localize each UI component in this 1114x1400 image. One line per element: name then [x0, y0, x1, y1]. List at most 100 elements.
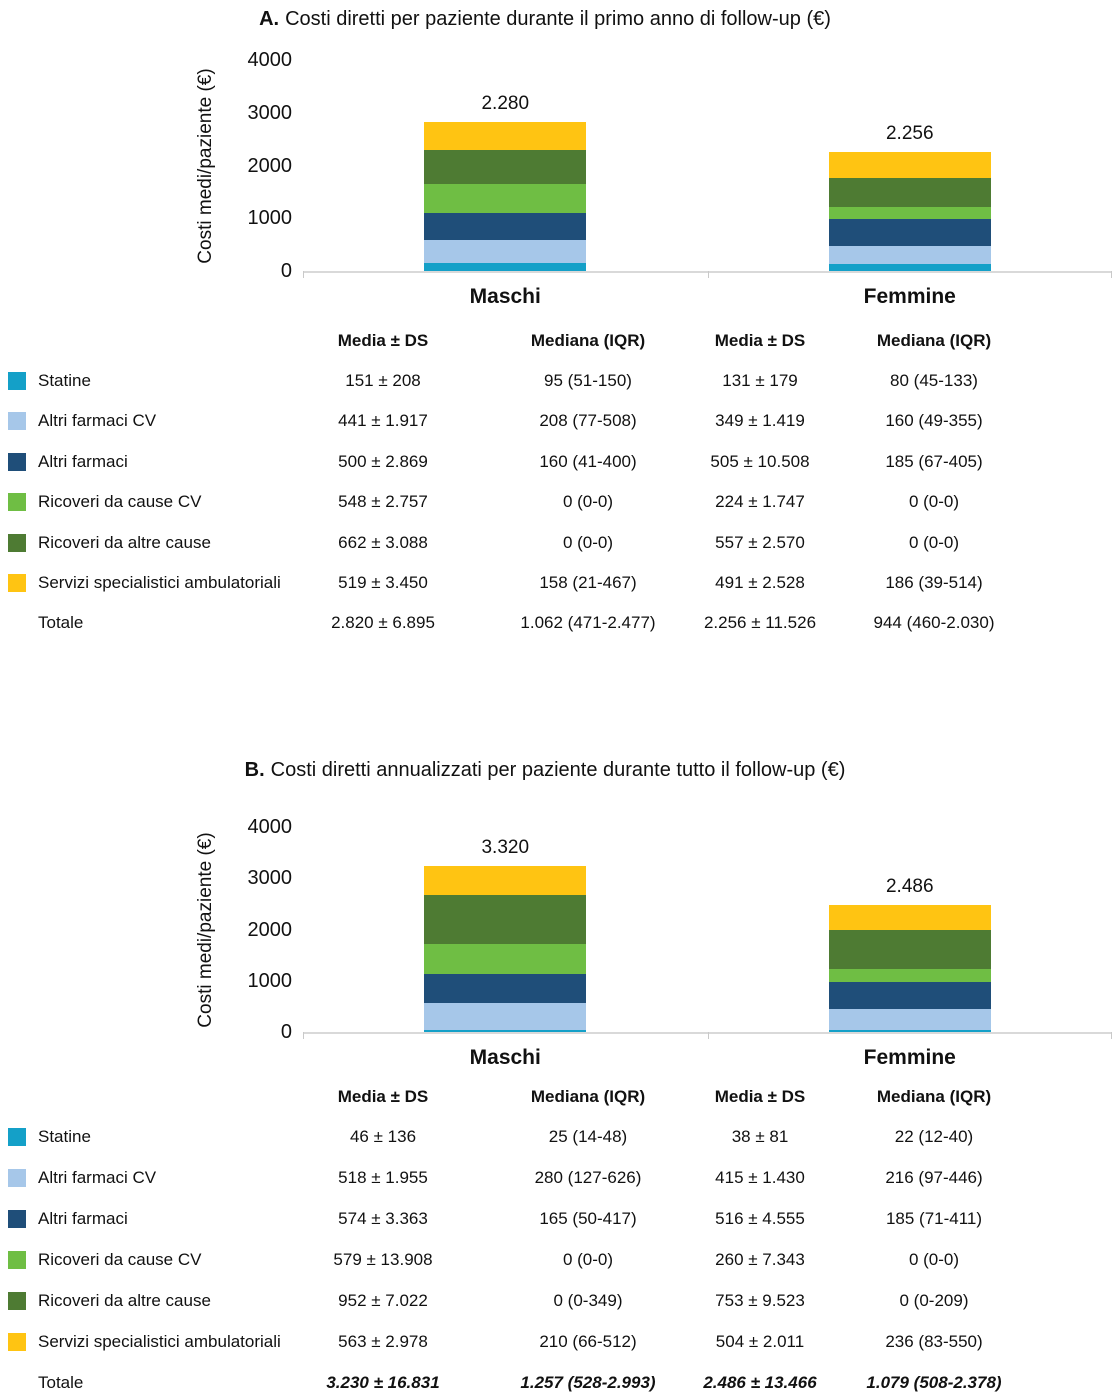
- x-axis-tick-mark: [707, 271, 709, 278]
- x-category-label-maschi: Maschi: [469, 1046, 541, 1069]
- table-cell: 0 (0-209): [899, 1291, 969, 1310]
- legend-swatch-ricoveri-da-altre-cause: [8, 1292, 26, 1310]
- table-cell: 260 ± 7.343: [715, 1250, 805, 1269]
- bar-segment-altri-farmaci-cv-femmine: [828, 245, 991, 265]
- bar-segment-altri-farmaci-cv-femmine: [828, 1008, 991, 1031]
- table-cell: 574 ± 3.363: [338, 1209, 428, 1228]
- bar-segment-altri-farmaci-maschi: [424, 213, 587, 240]
- table-cell: 1.079 (508-2.378): [866, 1373, 1002, 1392]
- x-axis-tick-mark: [303, 271, 304, 278]
- row-label-altri-farmaci: Altri farmaci: [38, 451, 128, 471]
- table-cell: 952 ± 7.022: [338, 1291, 428, 1310]
- y-axis-tick-label: 3000: [247, 867, 293, 890]
- x-axis-tick-mark: [707, 1032, 709, 1039]
- row-label-altri-farmaci-cv: Altri farmaci CV: [38, 1168, 157, 1187]
- table-cell: 1.062 (471-2.477): [520, 613, 656, 633]
- bar-segment-ricoveri-da-cause-cv-maschi: [424, 184, 587, 214]
- table-cell: 208 (77-508): [539, 411, 637, 431]
- legend-swatch-ricoveri-da-altre-cause: [8, 533, 26, 552]
- row-label-statine: Statine: [38, 371, 91, 390]
- table-cell: 236 (83-550): [885, 1332, 983, 1351]
- y-axis-tick-label: 0: [280, 1021, 292, 1043]
- table-cell: 158 (21-467): [539, 573, 637, 592]
- x-category-label-maschi: Maschi: [469, 285, 541, 308]
- row-label-ricoveri-da-altre-cause: Ricoveri da altre cause: [38, 1291, 211, 1310]
- bar-segment-ricoveri-da-cause-cv-maschi: [424, 944, 587, 974]
- table-cell: 2.486 ± 13.466: [703, 1373, 817, 1392]
- table-cell: 185 (67-405): [885, 451, 983, 471]
- table-cell: 500 ± 2.869: [338, 451, 428, 471]
- table-cell: 505 ± 10.508: [710, 451, 810, 471]
- row-label-ricoveri-da-altre-cause: Ricoveri da altre cause: [38, 532, 211, 552]
- column-header: Media ± DS: [337, 1087, 429, 1106]
- table-cell: 160 (49-355): [885, 411, 983, 431]
- bar-segment-servizi-specialistici-ambulatoriali-femmine: [828, 904, 991, 931]
- table-cell: 0 (0-0): [562, 1250, 614, 1269]
- table-cell: 46 ± 136: [349, 1127, 417, 1146]
- row-label-altri-farmaci: Altri farmaci: [38, 1209, 128, 1228]
- table-cell: 516 ± 4.555: [715, 1209, 805, 1228]
- legend-swatch-ricoveri-da-cause-cv: [8, 1251, 26, 1269]
- y-axis-tick-label: 1000: [247, 207, 293, 230]
- column-header: Media ± DS: [714, 1087, 806, 1106]
- y-axis-tick-label: 4000: [247, 49, 293, 71]
- table-cell: 80 (45-133): [890, 371, 978, 390]
- legend-swatch-ricoveri-da-cause-cv: [8, 493, 26, 512]
- panel-b-title: B. Costi diretti annualizzati per pazient…: [0, 757, 1090, 783]
- panel-a-letter: A.: [259, 8, 280, 30]
- bar-segment-altri-farmaci-cv-maschi: [424, 1003, 587, 1030]
- panel-a-title: A. Costi diretti per paziente durante il …: [0, 6, 1090, 32]
- row-label-servizi-specialistici-ambulatoriali: Servizi specialistici ambulatoriali: [38, 573, 281, 592]
- bar-segment-ricoveri-da-cause-cv-femmine: [828, 969, 991, 983]
- bar-segment-statine-maschi: [424, 1029, 587, 1032]
- legend-swatch-altri-farmaci: [8, 452, 26, 471]
- panel-b-title-text: Costi diretti annualizzati per paziente …: [270, 759, 846, 781]
- bar-segment-servizi-specialistici-ambulatoriali-maschi: [424, 866, 587, 896]
- table-cell: 151 ± 208: [345, 371, 421, 390]
- column-header: Mediana (IQR): [530, 1087, 646, 1106]
- table-cell: 95 (51-150): [544, 371, 632, 390]
- legend-swatch-servizi-specialistici-ambulatoriali: [8, 1333, 26, 1351]
- bar-segment-ricoveri-da-cause-cv-femmine: [828, 207, 991, 220]
- table-cell: 548 ± 2.757: [338, 492, 428, 512]
- table-cell: 22 (12-40): [894, 1127, 974, 1146]
- panel-a-title-text: Costi diretti per paziente durante il pr…: [285, 8, 831, 30]
- table-cell: 0 (0-0): [908, 532, 960, 552]
- table-cell: 185 (71-411): [885, 1209, 983, 1228]
- column-header: Media ± DS: [714, 331, 806, 350]
- row-label-ricoveri-da-cause-cv: Ricoveri da cause CV: [38, 1250, 202, 1269]
- table-cell: 504 ± 2.011: [715, 1332, 805, 1351]
- table-cell: 131 ± 179: [722, 371, 798, 390]
- table-cell: 2.256 ± 11.526: [703, 613, 817, 633]
- bar-segment-altri-farmaci-maschi: [424, 973, 587, 1004]
- table-cell: 165 (50-417): [539, 1209, 637, 1228]
- table-cell: 186 (39-514): [885, 573, 983, 592]
- y-axis-tick-label: 2000: [247, 918, 293, 941]
- bar-segment-ricoveri-da-altre-cause-femmine: [828, 930, 991, 969]
- table-cell: 3.230 ± 16.831: [326, 1373, 440, 1392]
- x-axis-tick-mark: [303, 1032, 304, 1039]
- table-cell: 280 (127-626): [534, 1168, 642, 1187]
- row-label-statine: Statine: [38, 1127, 91, 1146]
- table-cell: 160 (41-400): [539, 451, 637, 471]
- bar-segment-altri-farmaci-cv-maschi: [424, 239, 587, 264]
- x-axis-tick-mark: [1111, 1032, 1112, 1039]
- panel-b-letter: B.: [244, 759, 265, 781]
- y-axis-tick-label: 2000: [247, 154, 293, 177]
- bar-segment-altri-farmaci-femmine: [828, 982, 991, 1009]
- row-label-ricoveri-da-cause-cv: Ricoveri da cause CV: [38, 492, 202, 512]
- table-cell: 579 ± 13.908: [333, 1250, 433, 1269]
- table-cell: 518 ± 1.955: [338, 1168, 428, 1187]
- legend-swatch-statine: [8, 372, 26, 390]
- legend-swatch-statine: [8, 1128, 26, 1146]
- x-category-label-femmine: Femmine: [863, 285, 956, 308]
- row-label-totale: Totale: [38, 613, 84, 633]
- table-cell: 415 ± 1.430: [715, 1168, 805, 1187]
- table-cell: 1.257 (528-2.993): [520, 1373, 656, 1392]
- legend-swatch-servizi-specialistici-ambulatoriali: [8, 574, 26, 592]
- y-axis-tick-label: 3000: [247, 101, 293, 124]
- column-header: Media ± DS: [337, 331, 429, 350]
- x-axis-tick-mark: [1111, 271, 1112, 278]
- row-label-altri-farmaci-cv: Altri farmaci CV: [38, 411, 157, 431]
